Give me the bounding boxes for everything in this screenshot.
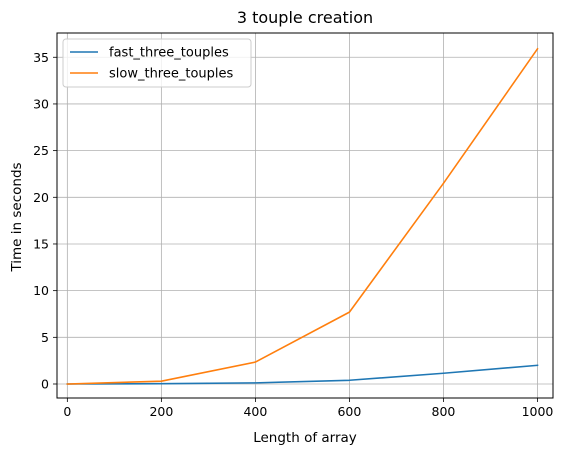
series-layer bbox=[66, 47, 539, 385]
plot-frame bbox=[56, 32, 554, 399]
y-tick-label: 5 bbox=[41, 330, 49, 345]
series-line-fast_three_touples bbox=[66, 364, 539, 385]
y-tick-label: 10 bbox=[33, 283, 49, 298]
chart-title: 3 touple creation bbox=[237, 8, 373, 27]
grid bbox=[57, 33, 553, 398]
y-tick-label: 35 bbox=[33, 50, 49, 65]
y-tick-label: 15 bbox=[33, 236, 49, 251]
x-tick-label: 200 bbox=[149, 404, 173, 419]
y-tick-label: 0 bbox=[41, 376, 49, 391]
y-tick-label: 25 bbox=[33, 143, 49, 158]
x-tick-label: 0 bbox=[63, 404, 71, 419]
x-tick-label: 1000 bbox=[522, 404, 554, 419]
x-axis-ticks: 0 200 400 600 800 1000 bbox=[63, 398, 553, 419]
x-tick-label: 400 bbox=[243, 404, 267, 419]
series-line-slow_three_touples bbox=[66, 47, 539, 385]
y-axis-label: Time in seconds bbox=[9, 162, 25, 272]
legend: fast_three_touples slow_three_touples bbox=[62, 38, 252, 88]
y-tick-label: 20 bbox=[33, 190, 49, 205]
x-axis-label: Length of array bbox=[253, 430, 357, 446]
x-tick-label: 600 bbox=[337, 404, 361, 419]
y-axis-ticks: 0 5 10 15 20 25 30 35 bbox=[33, 50, 57, 391]
legend-label: fast_three_touples bbox=[109, 46, 229, 61]
y-tick-label: 30 bbox=[33, 96, 49, 111]
legend-label: slow_three_touples bbox=[109, 67, 234, 82]
x-tick-label: 800 bbox=[432, 404, 456, 419]
legend-box bbox=[62, 38, 252, 88]
